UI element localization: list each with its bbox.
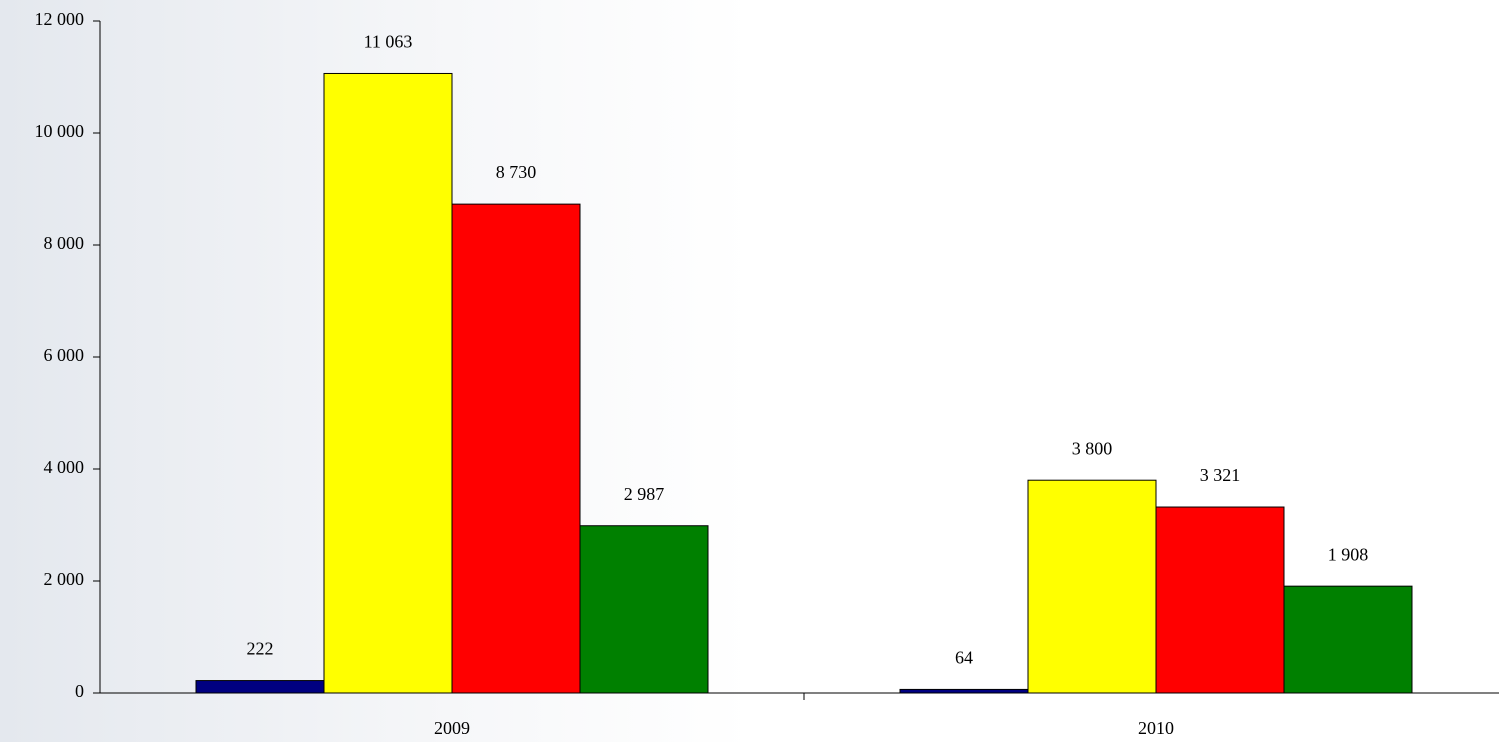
bar [899, 688, 1029, 694]
data-label: 3 321 [1200, 465, 1241, 485]
data-label: 64 [955, 648, 973, 668]
bar [1283, 585, 1413, 694]
x-tick-label: 2010 [1138, 718, 1174, 738]
y-tick-label: 0 [75, 681, 84, 701]
data-label: 11 063 [364, 32, 413, 52]
y-tick-label: 2 000 [44, 569, 85, 589]
data-label: 2 987 [624, 484, 665, 504]
y-tick-label: 12 000 [35, 9, 85, 29]
bar [451, 203, 581, 694]
x-tick-label: 2009 [434, 718, 470, 738]
bar [323, 72, 453, 694]
data-label: 8 730 [496, 162, 537, 182]
data-label: 3 800 [1072, 438, 1113, 458]
bar [579, 525, 709, 694]
y-tick-label: 8 000 [44, 233, 85, 253]
bar [195, 680, 325, 694]
data-label: 1 908 [1328, 544, 1369, 564]
data-label: 222 [247, 639, 274, 659]
y-tick-label: 4 000 [44, 457, 85, 477]
y-tick-label: 6 000 [44, 345, 85, 365]
y-tick-label: 10 000 [35, 121, 85, 141]
bar [1155, 506, 1285, 694]
bar [1027, 479, 1157, 694]
